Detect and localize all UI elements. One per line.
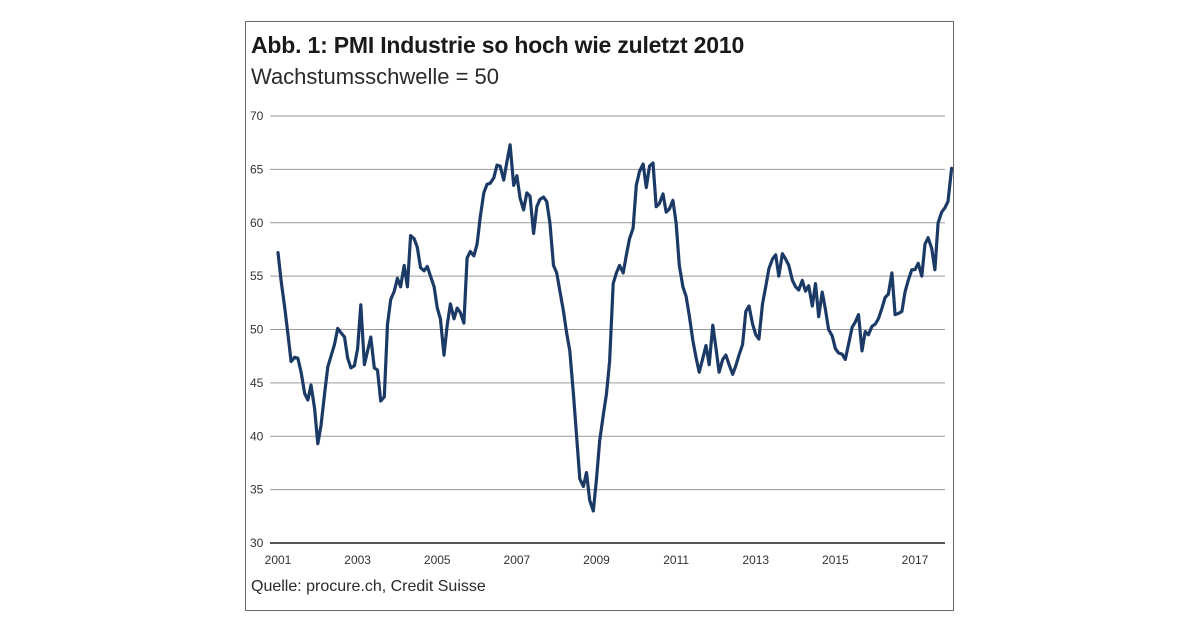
chart-source: Quelle: procure.ch, Credit Suisse <box>251 578 486 595</box>
y-tick-label: 40 <box>250 429 264 443</box>
series-group <box>276 143 954 513</box>
x-tick-label: 2017 <box>902 553 929 567</box>
series-line-pmi-industrie <box>276 143 954 513</box>
y-tick-label: 35 <box>250 483 264 497</box>
y-tick-label: 60 <box>250 216 264 230</box>
x-tick-label: 2001 <box>265 553 292 567</box>
gridlines <box>270 115 945 544</box>
x-axis-ticks: 2001 2003 2005 2007 2009 2011 2013 2015 2017 <box>265 553 929 567</box>
x-tick-label: 2009 <box>583 553 610 567</box>
y-tick-label: 50 <box>250 323 264 337</box>
x-tick-label: 2015 <box>822 553 849 567</box>
x-tick-label: 2005 <box>424 553 451 567</box>
x-tick-label: 2011 <box>663 553 689 567</box>
chart-subtitle: Wachstumsschwelle = 50 <box>251 64 500 89</box>
y-tick-label: 70 <box>250 109 264 123</box>
y-tick-label: 30 <box>250 536 264 550</box>
chart-frame <box>245 21 954 611</box>
x-tick-label: 2013 <box>742 553 769 567</box>
y-tick-label: 55 <box>250 269 264 283</box>
y-tick-label: 65 <box>250 162 264 176</box>
y-tick-label: 45 <box>250 376 264 390</box>
y-axis-ticks: 70 65 60 55 50 45 40 35 30 <box>250 109 264 550</box>
x-tick-label: 2007 <box>504 553 531 567</box>
chart-title: Abb. 1: PMI Industrie so hoch wie zuletz… <box>251 32 745 58</box>
x-tick-label: 2003 <box>344 553 371 567</box>
